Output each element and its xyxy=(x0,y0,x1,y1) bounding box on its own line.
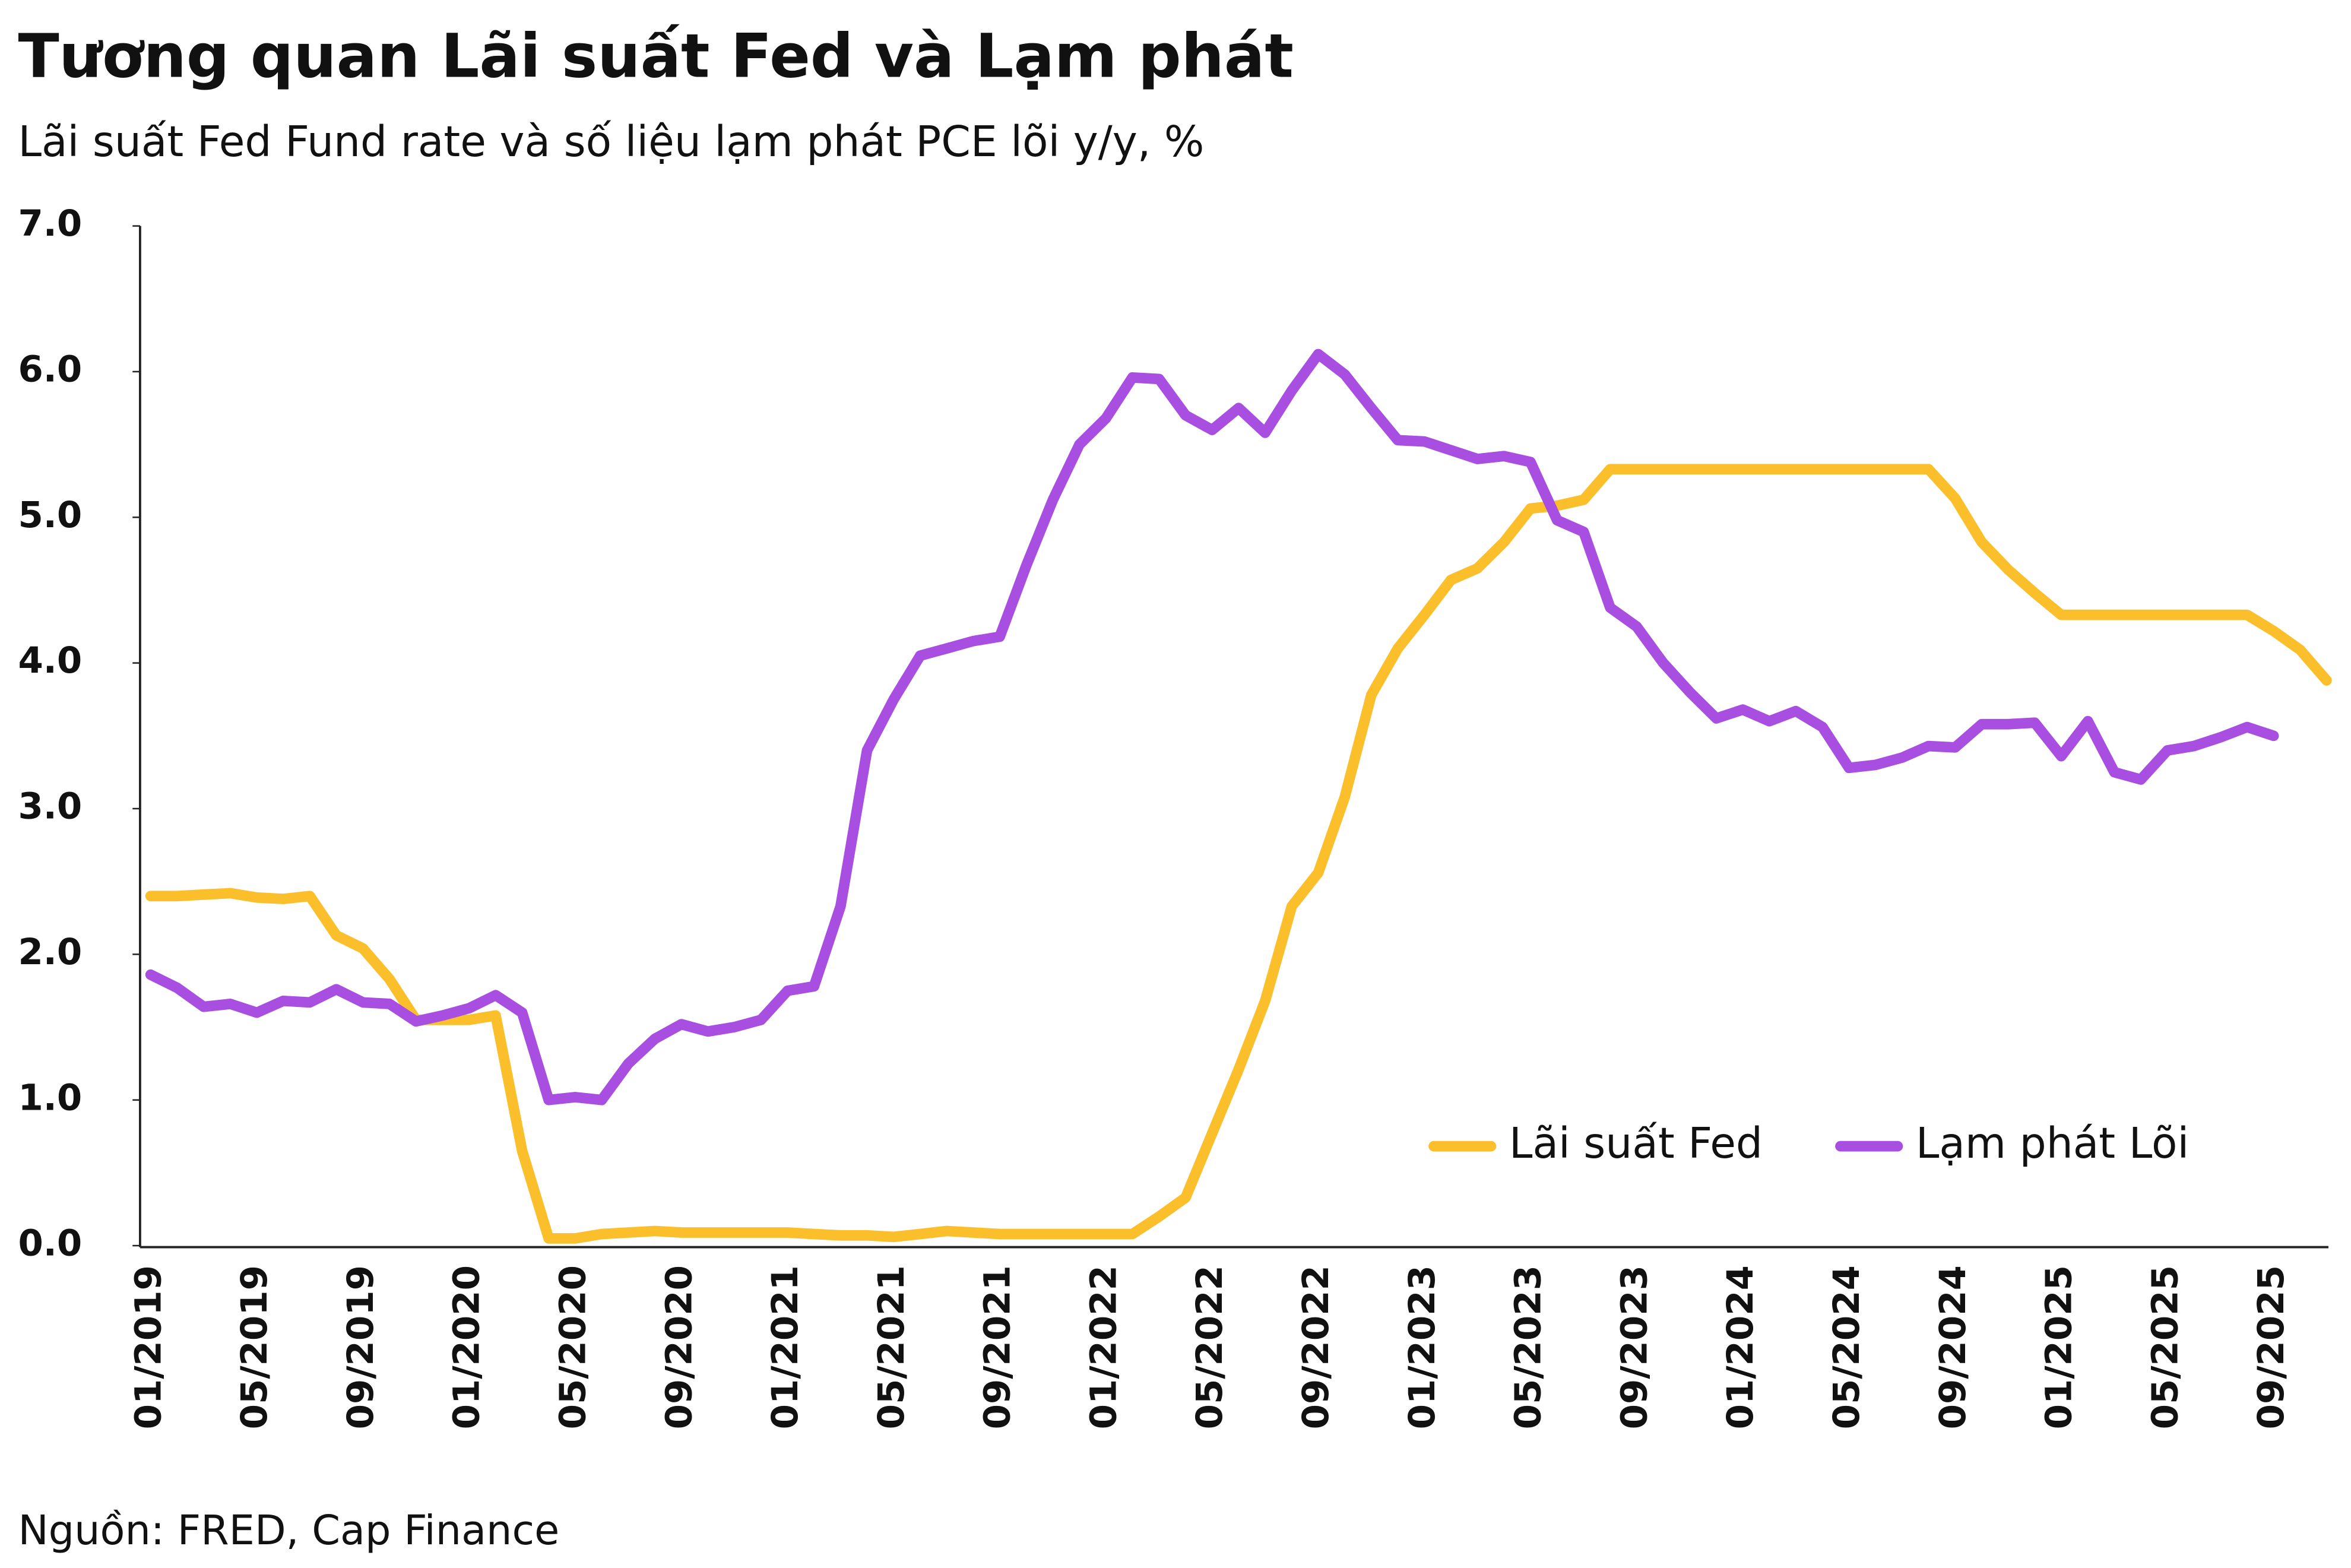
x-tick-label: 09/2024 xyxy=(1932,1265,1974,1429)
y-tick-label: 1.0 xyxy=(18,1076,82,1119)
x-tick-label: 09/2023 xyxy=(1613,1265,1655,1429)
x-tick-label: 09/2022 xyxy=(1295,1265,1337,1429)
x-tick-label: 05/2024 xyxy=(1826,1265,1868,1429)
y-tick-label: 4.0 xyxy=(18,639,82,682)
x-tick-label: 09/2021 xyxy=(977,1265,1019,1429)
x-tick-label: 05/2025 xyxy=(2144,1265,2186,1429)
x-tick-label: 01/2019 xyxy=(127,1265,169,1429)
y-tick-label: 2.0 xyxy=(18,931,82,973)
legend-label: Lãi suất Fed xyxy=(1509,1119,1763,1168)
x-tick-label: 01/2020 xyxy=(446,1265,488,1429)
x-tick-label: 05/2022 xyxy=(1189,1265,1231,1429)
x-tick-label: 05/2019 xyxy=(233,1265,275,1429)
x-tick-label: 01/2024 xyxy=(1719,1265,1761,1429)
legend-label: Lạm phát Lõi xyxy=(1916,1119,2189,1168)
chart-subtitle: Lãi suất Fed Fund rate và số liệu lạm ph… xyxy=(18,117,1204,166)
x-tick-label: 05/2020 xyxy=(552,1265,594,1429)
y-tick-label: 3.0 xyxy=(18,785,82,828)
x-tick-label: 05/2021 xyxy=(870,1265,912,1429)
source: Nguồn: FRED, Cap Finance xyxy=(18,1507,559,1554)
x-tick-label: 09/2019 xyxy=(340,1265,382,1429)
x-tick-label: 05/2023 xyxy=(1507,1265,1550,1429)
line-series xyxy=(145,464,2332,1244)
y-tick-label: 0.0 xyxy=(18,1222,82,1265)
chart-title: Tương quan Lãi suất Fed và Lạm phát xyxy=(18,21,1293,91)
x-tick-label: 01/2025 xyxy=(2038,1265,2080,1429)
y-tick-label: 6.0 xyxy=(18,349,82,391)
x-tick-label: 09/2020 xyxy=(658,1265,700,1429)
x-tick-label: 01/2021 xyxy=(764,1265,806,1429)
y-tick-label: 5.0 xyxy=(18,494,82,536)
x-tick-label: 01/2023 xyxy=(1401,1265,1443,1429)
x-tick-label: 01/2022 xyxy=(1082,1265,1124,1429)
line-series xyxy=(145,349,2279,1105)
x-tick-label: 09/2025 xyxy=(2250,1265,2292,1429)
y-tick-label: 7.0 xyxy=(18,202,82,245)
